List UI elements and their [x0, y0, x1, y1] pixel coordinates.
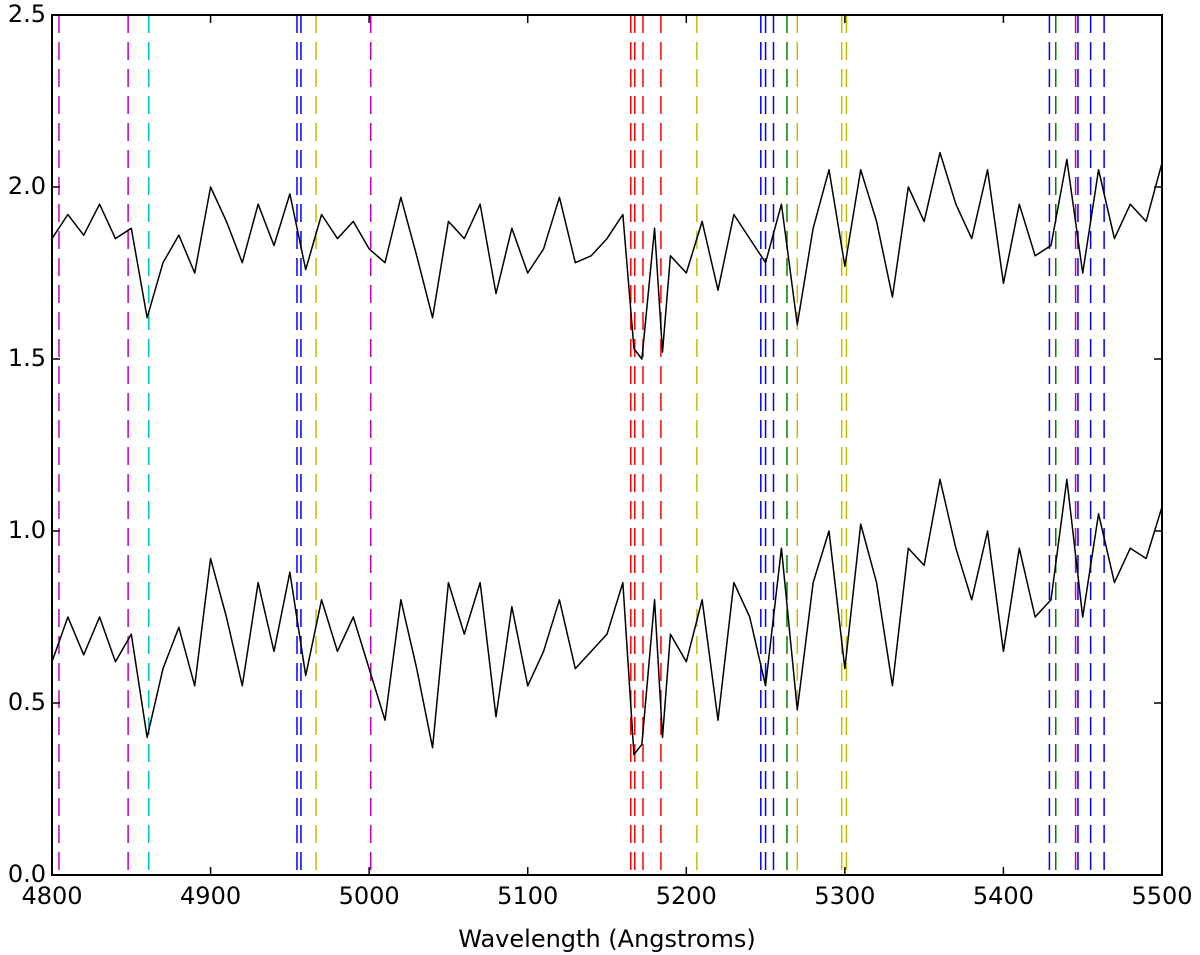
x-tick-label: 5400	[973, 882, 1034, 910]
x-tick-label: 5100	[497, 882, 558, 910]
x-tick-label: 5500	[1131, 882, 1192, 910]
y-tick-label: 0.5	[8, 688, 46, 716]
spectrum-line	[51, 478, 1163, 756]
x-tick-label: 4900	[180, 882, 241, 910]
x-tick-label: 5000	[339, 882, 400, 910]
y-tick-label: 2.5	[8, 0, 46, 28]
x-tick-label: 4800	[21, 882, 82, 910]
spectrum-line	[51, 151, 1163, 360]
y-tick-label: 2.0	[8, 172, 46, 200]
x-tick-label: 5300	[814, 882, 875, 910]
y-tick-label: 1.0	[8, 516, 46, 544]
x-axis-label: Wavelength (Angstroms)	[458, 925, 755, 953]
x-tick-label: 5200	[656, 882, 717, 910]
y-tick-label: 1.5	[8, 344, 46, 372]
plot-frame	[51, 14, 1163, 876]
y-tick-label: 0.0	[8, 860, 46, 888]
